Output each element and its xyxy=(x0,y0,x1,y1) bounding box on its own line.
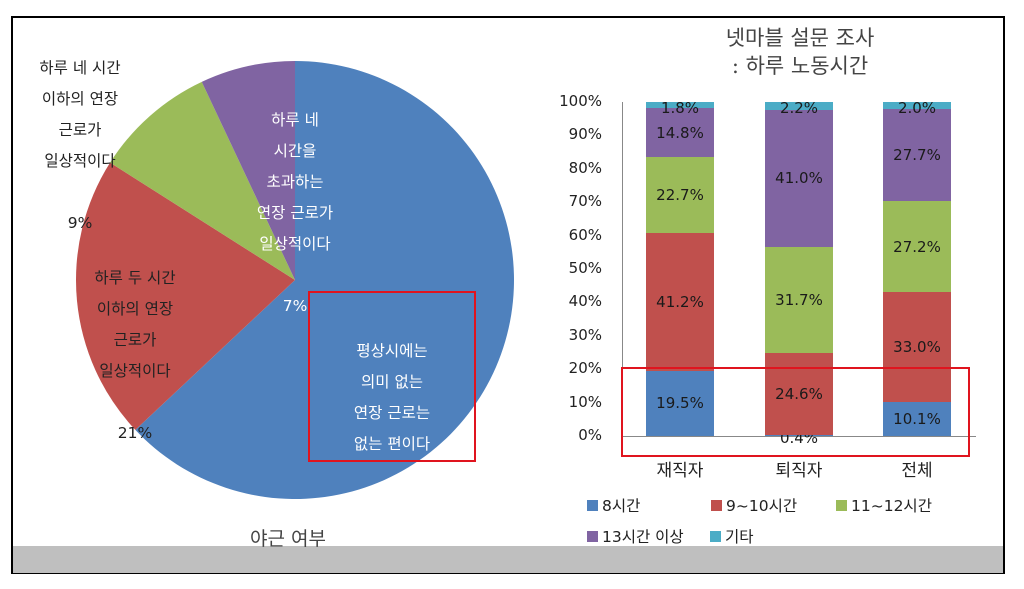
bar-segment xyxy=(765,352,833,435)
legend-item-11-12h: 11~12시간 xyxy=(836,494,932,516)
bar-segment xyxy=(883,402,951,436)
legend-item-8h: 8시간 xyxy=(587,494,640,516)
y-tick-label: 30% xyxy=(568,325,602,344)
bar-segment-label: 1.8% xyxy=(660,99,700,117)
bar-segment xyxy=(765,102,833,110)
bar-segment-label: 2.0% xyxy=(897,99,937,117)
y-tick-label: 60% xyxy=(568,225,602,244)
bar-segment-label: 2.2% xyxy=(779,99,819,117)
x-axis-line xyxy=(622,436,976,437)
bar-segment-label: 41.0% xyxy=(775,169,823,188)
pie-label-value: 21% xyxy=(117,424,153,442)
bar-2: 10.1% 33.0% 27.2% 27.7% 2.0% xyxy=(883,99,951,436)
bar-segment xyxy=(883,292,951,403)
pie-label-value: 7% xyxy=(282,297,308,315)
bar-segment xyxy=(646,233,714,371)
pie-slice xyxy=(201,61,295,280)
pie-label-value: 63% xyxy=(374,497,410,515)
bottom-bar xyxy=(13,546,1003,573)
legend-swatch xyxy=(710,530,721,542)
y-tick-label: 80% xyxy=(568,158,602,177)
pie-label-text: 하루 네 시간 이하의 연장 근로가 일상적이다 xyxy=(39,59,121,170)
bar-segment xyxy=(883,108,951,202)
bar-segment-label: 33.0% xyxy=(893,338,941,357)
bar-segment xyxy=(646,370,714,436)
bar-segment xyxy=(883,201,951,293)
pie-slice xyxy=(110,81,295,281)
pie-label-7: 하루 네 시간을 초과하는 연장 근로가 일상적이다 7% xyxy=(235,74,355,322)
y-tick-label: 90% xyxy=(568,125,602,144)
pie-label-21: 하루 두 시간 이하의 연장 근로가 일상적이다 21% xyxy=(75,232,195,449)
bar-segment xyxy=(765,434,833,436)
bar-segment-label: 24.6% xyxy=(775,384,823,403)
legend-label: 8시간 xyxy=(602,497,641,515)
pie-slice xyxy=(135,61,515,499)
legend-label: 13시간 이상 xyxy=(602,528,684,546)
bar-segment xyxy=(646,108,714,158)
bar-segment xyxy=(765,109,833,247)
pie-slice xyxy=(75,162,295,430)
bar-segment-label: 10.1% xyxy=(893,410,941,429)
legend-swatch xyxy=(836,499,847,511)
pie-label-text: 평상시에는 의미 없는 연장 근로는 없는 편이다 xyxy=(353,342,431,453)
legend-label: 9~10시간 xyxy=(726,497,798,515)
y-tick-label: 0% xyxy=(578,426,602,444)
legend-item-9-10h: 9~10시간 xyxy=(711,494,797,516)
x-label-former: 퇴직자 xyxy=(775,461,823,481)
pie-title: 야근 여부 xyxy=(250,528,326,550)
bar-segment-label: 31.7% xyxy=(775,290,823,309)
legend-label: 11~12시간 xyxy=(851,497,932,515)
bar-segment xyxy=(883,102,951,109)
y-tick-label: 20% xyxy=(568,359,602,378)
pie-label-text: 하루 네 시간을 초과하는 연장 근로가 일상적이다 xyxy=(256,111,334,253)
bar-segment-label: 41.2% xyxy=(656,293,704,312)
highlight-box-bar xyxy=(621,367,970,457)
x-label-total: 전체 xyxy=(901,461,933,481)
pie-label-63: 평상시에는 의미 없는 연장 근로는 없는 편이다 63% xyxy=(322,305,462,522)
legend-swatch xyxy=(711,499,722,511)
bar-chart-title: 넷마블 설문 조사 : 하루 노동시간 xyxy=(725,26,875,78)
bar-segment-label: 22.7% xyxy=(656,186,704,205)
bar-segment-label: 14.8% xyxy=(656,123,704,142)
bar-segment-label: 27.7% xyxy=(893,145,941,164)
highlight-box-pie xyxy=(308,291,476,462)
pie-label-text: 하루 두 시간 이하의 연장 근로가 일상적이다 xyxy=(94,269,176,380)
bar-segment xyxy=(646,102,714,109)
pie-label-value: 9% xyxy=(67,214,93,232)
legend-item-13h-plus: 13시간 이상 xyxy=(587,525,684,547)
legend-label: 기타 xyxy=(725,528,754,546)
y-tick-label: 100% xyxy=(559,92,602,110)
y-tick-label: 70% xyxy=(568,192,602,211)
bar-segment xyxy=(646,157,714,234)
bar-segment xyxy=(765,246,833,353)
legend-item-other: 기타 xyxy=(710,525,754,547)
y-tick-label: 40% xyxy=(568,292,602,311)
x-label-current: 재직자 xyxy=(656,461,704,481)
bar-1: 0.4% 24.6% 31.7% 41.0% 2.2% xyxy=(765,99,833,447)
bar-segment-label: 19.5% xyxy=(656,394,704,413)
bar-0: 19.5% 41.2% 22.7% 14.8% 1.8% xyxy=(646,99,714,436)
y-tick-label: 10% xyxy=(568,392,602,411)
legend-swatch xyxy=(587,499,598,511)
pie-label-9: 하루 네 시간 이하의 연장 근로가 일상적이다 9% xyxy=(20,22,140,239)
legend-swatch xyxy=(587,530,598,542)
bar-segment-label: 27.2% xyxy=(893,237,941,256)
y-axis-line xyxy=(622,102,623,437)
y-tick-label: 50% xyxy=(568,259,602,277)
